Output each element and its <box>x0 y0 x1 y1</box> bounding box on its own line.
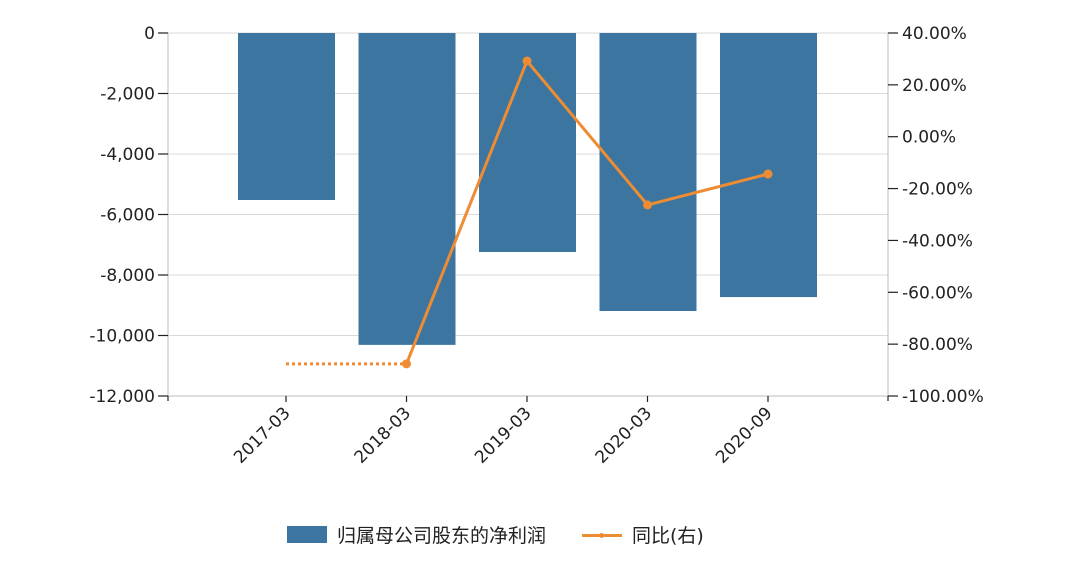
yoy-line <box>405 58 769 365</box>
bar-swatch-icon <box>287 526 327 543</box>
line-point[interactable] <box>402 359 411 369</box>
y2-tick-label: 0.00% <box>902 128 956 148</box>
y-tick-label: -6,000 <box>100 206 155 226</box>
x-tick-label: 2020-09 <box>712 403 776 467</box>
bar-series <box>238 33 817 345</box>
bar-2020-03[interactable] <box>599 33 697 311</box>
y2-tick-label: -40.00% <box>902 231 973 251</box>
left-y-axis-labels: 0 -2,000 -4,000 -6,000 -8,000 -10,000 -12,000 <box>89 24 169 407</box>
y-tick-label: -12,000 <box>89 387 155 407</box>
x-tick-label: 2020-03 <box>592 403 656 467</box>
y-tick-label: -2,000 <box>100 85 155 105</box>
y2-tick-label: -100.00% <box>902 387 984 407</box>
bar-2017-03[interactable] <box>238 33 335 200</box>
y2-tick-label: -80.00% <box>902 335 973 355</box>
bar-2020-09[interactable] <box>720 33 817 298</box>
legend-item-net-profit[interactable]: 归属母公司股东的净利润 <box>287 521 546 548</box>
y2-tick-label: 20.00% <box>902 76 967 96</box>
line-swatch-icon <box>582 526 623 543</box>
x-tick-label: 2018-03 <box>351 403 415 467</box>
right-y-axis-labels: 40.00% 20.00% 0.00% -20.00% -40.00% -60.00% -8… <box>887 24 984 407</box>
legend-label-net-profit: 归属母公司股东的净利润 <box>337 525 547 547</box>
line-point[interactable] <box>522 56 532 66</box>
legend: 归属母公司股东的净利润 同比(右) <box>287 521 740 548</box>
y-tick-label: -10,000 <box>89 327 155 347</box>
y-tick-label: -8,000 <box>100 266 155 286</box>
x-axis-labels: 2017-03 2018-03 2019-03 2020-03 2020-09 <box>230 396 777 468</box>
y2-tick-label: -60.00% <box>902 283 973 303</box>
bar-2018-03[interactable] <box>358 33 456 345</box>
x-tick-label: 2019-03 <box>471 403 535 467</box>
legend-item-yoy[interactable]: 同比(右) <box>582 521 704 548</box>
y2-tick-label: -20.00% <box>902 180 973 200</box>
x-tick-label: 2017-03 <box>230 403 294 467</box>
line-point[interactable] <box>763 169 773 179</box>
line-point[interactable] <box>643 200 652 210</box>
y2-tick-label: 40.00% <box>902 24 967 44</box>
y-tick-label: -4,000 <box>100 145 155 165</box>
line-series <box>286 56 773 369</box>
y-tick-label: 0 <box>144 24 155 44</box>
legend-label-yoy: 同比(右) <box>632 525 704 547</box>
